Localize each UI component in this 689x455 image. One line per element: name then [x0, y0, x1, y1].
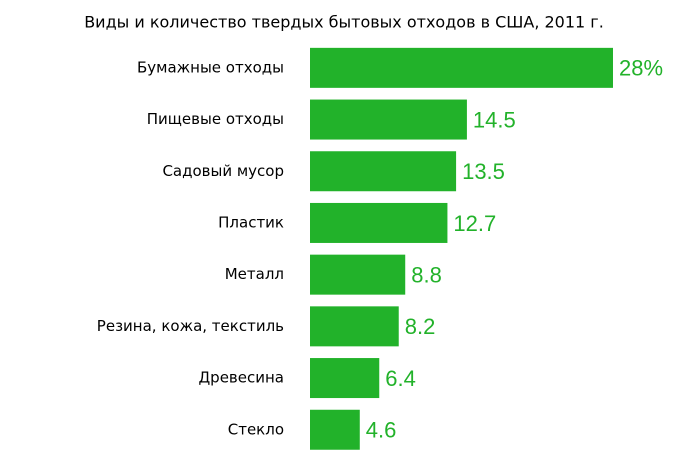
- bar: [310, 254, 406, 295]
- category-label: Пластик: [218, 213, 284, 231]
- category-label: Древесина: [198, 369, 284, 387]
- value-label: 12.7: [453, 211, 496, 236]
- bar: [310, 151, 457, 192]
- bar: [310, 409, 360, 450]
- value-label: 14.5: [473, 107, 516, 132]
- bar: [310, 99, 467, 140]
- value-label: 8.2: [405, 314, 436, 339]
- bar: [310, 306, 399, 347]
- bar: [310, 202, 448, 243]
- category-label: Пищевые отходы: [147, 110, 284, 128]
- chart-title: Виды и количество твердых бытовых отходо…: [84, 13, 604, 32]
- category-label: Стекло: [228, 420, 284, 438]
- bar: [310, 47, 613, 88]
- value-label: 6.4: [385, 366, 416, 391]
- category-label: Бумажные отходы: [137, 58, 284, 76]
- value-label: 4.6: [366, 418, 397, 443]
- bar: [310, 358, 380, 399]
- value-label: 8.8: [411, 262, 442, 287]
- value-label: 13.5: [462, 159, 505, 184]
- value-label: 28%: [619, 56, 663, 81]
- category-label: Металл: [225, 265, 284, 283]
- category-label: Садовый мусор: [162, 162, 284, 180]
- category-label: Резина, кожа, текстиль: [97, 317, 284, 335]
